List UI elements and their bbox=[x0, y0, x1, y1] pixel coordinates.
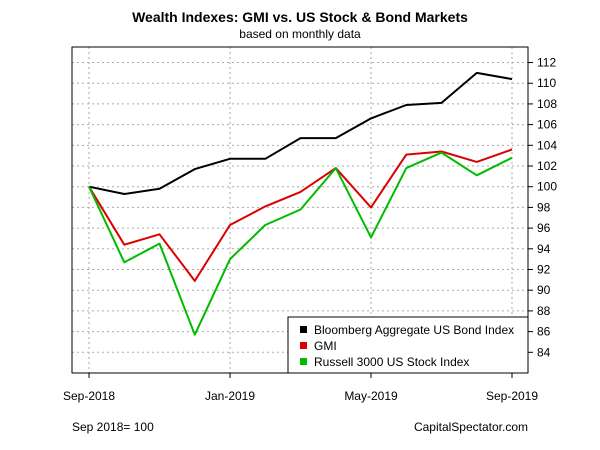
x-tick-label: May-2019 bbox=[344, 389, 398, 403]
x-tick-label: Jan-2019 bbox=[205, 389, 255, 403]
y-tick-label: 106 bbox=[537, 118, 557, 132]
legend-swatch-stock bbox=[300, 358, 307, 365]
y-tick-label: 94 bbox=[537, 242, 551, 256]
legend-label-gmi: GMI bbox=[314, 339, 337, 353]
chart-subtitle: based on monthly data bbox=[239, 27, 361, 41]
x-axis: Sep-2018 Jan-2019 May-2019 Sep-2019 bbox=[63, 373, 538, 403]
legend-swatch-bond bbox=[300, 326, 307, 333]
y-tick-label: 86 bbox=[537, 325, 551, 339]
y-tick-label: 90 bbox=[537, 283, 551, 297]
bond-index-line bbox=[88, 71, 513, 195]
legend-swatch-gmi bbox=[300, 342, 307, 349]
y-tick-label: 104 bbox=[537, 138, 557, 152]
y-tick-label: 96 bbox=[537, 221, 551, 235]
legend: Bloomberg Aggregate US Bond Index GMI Ru… bbox=[287, 316, 529, 374]
footnote-source: CapitalSpectator.com bbox=[414, 420, 528, 434]
legend-label-bond: Bloomberg Aggregate US Bond Index bbox=[314, 323, 514, 337]
y-axis: 84 86 88 90 92 94 96 98 100 102 104 106 108 110 112 bbox=[528, 56, 557, 359]
y-tick-label: 98 bbox=[537, 200, 551, 214]
x-tick-label: Sep-2019 bbox=[486, 389, 538, 403]
y-tick-label: 88 bbox=[537, 304, 551, 318]
y-tick-label: 108 bbox=[537, 97, 557, 111]
footnote-base: Sep 2018= 100 bbox=[72, 420, 154, 434]
y-tick-label: 102 bbox=[537, 159, 557, 173]
series-lines bbox=[88, 71, 513, 336]
legend-box bbox=[287, 316, 529, 374]
legend-label-stock: Russell 3000 US Stock Index bbox=[314, 355, 469, 369]
gmi-line bbox=[88, 148, 513, 282]
y-tick-label: 92 bbox=[537, 263, 551, 277]
y-tick-label: 84 bbox=[537, 345, 551, 359]
y-tick-label: 100 bbox=[537, 180, 557, 194]
y-tick-label: 110 bbox=[537, 76, 556, 90]
chart-title: Wealth Indexes: GMI vs. US Stock & Bond … bbox=[132, 9, 468, 25]
stock-index-line bbox=[88, 151, 513, 336]
x-tick-label: Sep-2018 bbox=[63, 389, 115, 403]
y-tick-label: 112 bbox=[537, 56, 556, 70]
